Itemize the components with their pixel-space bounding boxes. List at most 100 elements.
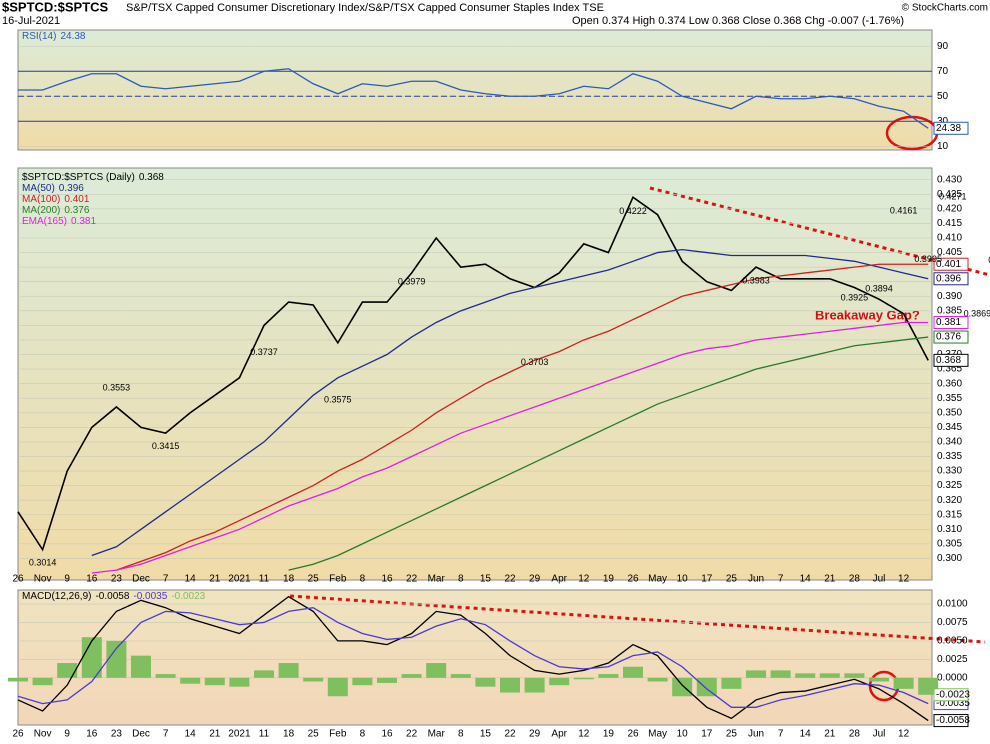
legend-name: MA(200) bbox=[22, 205, 60, 216]
x-tick-label: Apr bbox=[551, 729, 567, 740]
histogram-bar bbox=[401, 674, 422, 678]
x-tick-label: 2021 bbox=[228, 729, 251, 740]
y-tick-label: 0.420 bbox=[937, 204, 962, 215]
value-tag bbox=[933, 315, 969, 329]
value-tag bbox=[933, 688, 969, 702]
x-tick-label: Mar bbox=[428, 574, 446, 585]
histogram-bar bbox=[155, 674, 176, 678]
date: 16-Jul-2021 bbox=[2, 15, 60, 27]
x-tick-label: Jun bbox=[748, 729, 764, 740]
x-tick-label: 18 bbox=[283, 574, 295, 585]
x-tick-label: 15 bbox=[480, 574, 492, 585]
peak-label: 0.3894 bbox=[865, 283, 893, 293]
x-tick-label: 29 bbox=[529, 729, 541, 740]
legend-name: RSI(14) bbox=[22, 31, 56, 42]
x-tick-label: 26 bbox=[627, 729, 639, 740]
x-tick-label: 23 bbox=[111, 729, 123, 740]
histogram-bar bbox=[893, 677, 914, 689]
peak-label: 0.3925 bbox=[841, 292, 869, 302]
peak-label: 0.4271 bbox=[939, 192, 967, 202]
subtitle: S&P/TSX Capped Consumer Discretionary In… bbox=[126, 2, 604, 14]
y-tick-label: 0.405 bbox=[937, 247, 962, 258]
histogram-bar bbox=[327, 677, 348, 697]
legend-value: 0.381 bbox=[71, 216, 96, 227]
x-tick-label: 7 bbox=[778, 729, 784, 740]
value-tag-label: -0.0058 bbox=[936, 715, 970, 726]
y-tick-label: 0.325 bbox=[937, 480, 962, 491]
x-tick-label: 15 bbox=[480, 729, 492, 740]
peak-label: 0.3415 bbox=[152, 441, 180, 451]
x-tick-label: Mar bbox=[428, 729, 446, 740]
histogram-bar bbox=[672, 677, 693, 697]
series-line bbox=[288, 336, 929, 571]
x-tick-label: 26 bbox=[627, 574, 639, 585]
x-tick-label: 16 bbox=[86, 729, 98, 740]
legend-name: EMA(165) bbox=[22, 216, 67, 227]
histogram-bar bbox=[278, 663, 299, 678]
legend-value: -0.0035 bbox=[133, 591, 167, 602]
histogram-bar bbox=[303, 677, 324, 682]
x-tick-label: Jul bbox=[873, 574, 886, 585]
legend-name: MA(100) bbox=[22, 194, 60, 205]
histogram-bar bbox=[57, 663, 78, 678]
y-tick-label: 0.330 bbox=[937, 466, 962, 477]
histogram-bar bbox=[819, 673, 840, 678]
x-tick-label: 8 bbox=[458, 729, 464, 740]
y-tick-label: 0.360 bbox=[937, 378, 962, 389]
x-tick-label: 12 bbox=[578, 729, 590, 740]
x-tick-label: Jul bbox=[873, 729, 886, 740]
series-line bbox=[18, 68, 929, 129]
histogram-bar bbox=[81, 637, 102, 678]
x-tick-label: 26 bbox=[12, 729, 24, 740]
y-tick-label: 0.335 bbox=[937, 451, 962, 462]
value-tag-label: -0.0035 bbox=[936, 698, 970, 709]
y-tick-label: 30 bbox=[937, 116, 949, 127]
y-tick-label: 0.300 bbox=[937, 553, 962, 564]
value-tag-label: 24.38 bbox=[936, 123, 961, 134]
x-tick-label: 16 bbox=[86, 574, 98, 585]
histogram-bar bbox=[229, 677, 250, 687]
x-tick-label: 21 bbox=[824, 729, 836, 740]
value-tag-label: 0.396 bbox=[936, 273, 961, 284]
histogram-bar bbox=[426, 663, 447, 678]
histogram-bar bbox=[795, 673, 816, 678]
x-tick-label: 16 bbox=[381, 729, 393, 740]
value-tag bbox=[933, 257, 969, 271]
peak-label: 0.4222 bbox=[619, 206, 647, 216]
plot: 10 30 50 70 90 RSI(14) 24.38 24.38 0.300 0.305 0.3… bbox=[8, 31, 990, 740]
y-tick-label: 0.315 bbox=[937, 509, 962, 520]
peak-label: 0.4161 bbox=[890, 206, 918, 216]
histogram-bar bbox=[598, 674, 619, 678]
value-tag-label: 0.401 bbox=[936, 259, 961, 270]
histogram-bar bbox=[573, 677, 594, 680]
y-tick-label: 0.385 bbox=[937, 305, 962, 316]
x-tick-label: 8 bbox=[360, 729, 366, 740]
x-tick-label: 21 bbox=[824, 574, 836, 585]
peak-label: 0.3869 bbox=[964, 309, 990, 319]
x-tick-label: 22 bbox=[504, 729, 516, 740]
legend-name: MACD(12,26,9) bbox=[22, 591, 91, 602]
y-tick-label: 90 bbox=[937, 41, 949, 52]
x-tick-label: 8 bbox=[458, 574, 464, 585]
y-tick-label: 0.310 bbox=[937, 524, 962, 535]
x-tick-label: 14 bbox=[185, 574, 197, 585]
histogram-bar bbox=[475, 677, 496, 687]
y-tick-label: 0.0100 bbox=[937, 599, 968, 610]
y-tick-label: 0.410 bbox=[937, 233, 962, 244]
histogram-bar bbox=[869, 677, 889, 682]
histogram-bar bbox=[106, 640, 127, 678]
price-panel bbox=[17, 167, 933, 581]
value-tag-label: 0.376 bbox=[936, 332, 961, 343]
x-tick-label: 7 bbox=[163, 729, 169, 740]
histogram-bar bbox=[647, 677, 668, 682]
histogram-bar bbox=[450, 674, 471, 678]
x-tick-label: 18 bbox=[283, 729, 295, 740]
legend: $SPTCD:$SPTCS (Daily) 0.368 bbox=[22, 172, 164, 183]
histogram-bar bbox=[204, 677, 225, 686]
histogram-bar bbox=[746, 670, 766, 678]
x-tick-label: Apr bbox=[551, 574, 567, 585]
y-tick-label: 0.425 bbox=[937, 189, 962, 200]
x-tick-label: 12 bbox=[898, 729, 910, 740]
histogram-bar bbox=[377, 677, 397, 683]
